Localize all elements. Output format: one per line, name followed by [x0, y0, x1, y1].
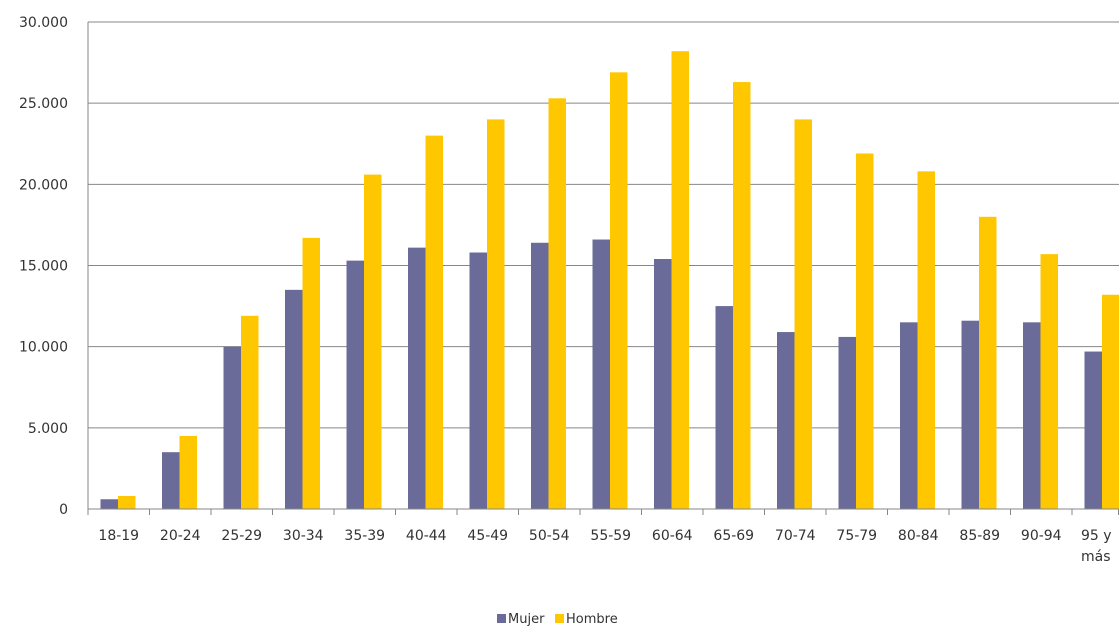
bar-hombre	[364, 174, 382, 510]
x-tick-label: 70-74	[775, 528, 816, 544]
bar-hombre	[794, 119, 812, 510]
bar-hombre	[118, 496, 136, 509]
x-tick-label: 55-59	[590, 528, 631, 544]
x-tick-label: 45-49	[467, 528, 508, 544]
legend-label-mujer: Mujer	[508, 612, 545, 626]
y-axis: 0 5.000 10.000 15.000 20.000 25.000 30.000	[19, 15, 89, 518]
bar-mujer	[223, 346, 241, 509]
bar-mujer	[961, 320, 979, 509]
x-tick-label: 20-24	[160, 528, 201, 544]
bar-hombre	[1040, 254, 1058, 509]
bar-hombre	[979, 216, 997, 510]
x-tick-label: 30-34	[283, 528, 324, 544]
x-tick-label: 40-44	[406, 528, 447, 544]
bar-mujer	[777, 332, 795, 509]
x-tick-label: 65-69	[713, 528, 754, 544]
x-tick-label: 80-84	[898, 528, 939, 544]
y-tick-label: 15.000	[19, 259, 68, 275]
bar-mujer	[1084, 351, 1102, 509]
x-tick-label: 18-19	[98, 528, 139, 544]
bar-mujer	[592, 239, 610, 509]
x-tick-label: 60-64	[652, 528, 693, 544]
x-tick-label: 90-94	[1021, 528, 1062, 544]
bar-mujer	[715, 306, 733, 509]
bar-hombre	[671, 51, 689, 509]
y-tick-label: 25.000	[19, 96, 68, 112]
bars	[100, 51, 1119, 510]
bar-hombre	[487, 119, 505, 510]
legend: Mujer Hombre	[497, 612, 618, 626]
bar-mujer	[162, 452, 180, 509]
bar-mujer	[408, 247, 426, 510]
y-tick-label: 20.000	[19, 177, 68, 193]
x-tick-label: 35-39	[344, 528, 385, 544]
bar-hombre	[733, 82, 751, 510]
y-tick-label: 10.000	[19, 340, 68, 356]
x-axis: 18-19 20-24 25-29 30-34 35-39 40-44 45-49 50-54…	[87, 508, 1119, 565]
bar-mujer	[346, 260, 364, 509]
bar-mujer	[531, 242, 549, 510]
bar-hombre	[241, 315, 259, 509]
legend-swatch-mujer	[497, 614, 506, 623]
x-tick-label: 85-89	[959, 528, 1000, 544]
legend-label-hombre: Hombre	[566, 612, 618, 626]
legend-swatch-hombre	[555, 614, 564, 623]
bar-hombre	[856, 153, 874, 510]
bar-hombre	[302, 237, 320, 510]
bar-hombre	[179, 435, 197, 509]
bar-hombre	[1102, 294, 1119, 509]
x-tick-label: 50-54	[529, 528, 570, 544]
bar-mujer	[100, 499, 118, 509]
x-tick-label: 95 y más	[1081, 528, 1112, 565]
bar-mujer	[838, 336, 856, 509]
y-tick-label: 0	[59, 502, 68, 518]
bar-mujer	[900, 322, 918, 509]
y-tick-label: 5.000	[28, 421, 68, 437]
bar-mujer	[469, 252, 487, 509]
bar-mujer	[654, 259, 672, 509]
bar-hombre	[917, 171, 935, 509]
bar-hombre	[610, 72, 628, 509]
y-tick-label: 30.000	[19, 15, 68, 31]
bar-hombre	[548, 98, 566, 510]
bar-hombre	[425, 135, 443, 509]
x-tick-label: 25-29	[221, 528, 262, 544]
bar-mujer	[285, 289, 303, 509]
x-tick-label: 75-79	[836, 528, 877, 544]
bar-mujer	[1023, 322, 1041, 509]
